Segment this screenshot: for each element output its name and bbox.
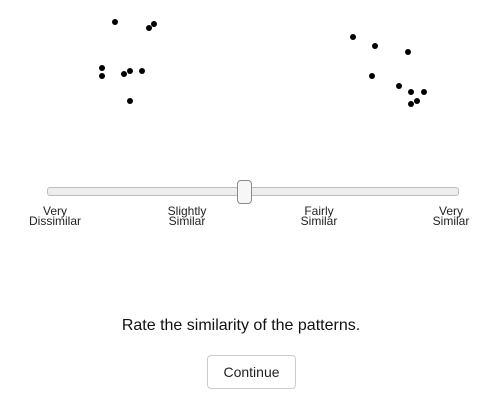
pattern-dot — [372, 43, 378, 49]
similarity-slider-thumb[interactable] — [237, 180, 253, 204]
label-line: Similar — [168, 214, 206, 228]
left-dot-pattern — [0, 0, 241, 170]
pattern-dot — [146, 25, 152, 31]
label-line: Similar — [300, 214, 338, 228]
label-line: Dissimilar — [29, 214, 81, 228]
pattern-dot — [99, 65, 105, 71]
label-very-similar: Very Similar — [420, 204, 482, 228]
pattern-dot — [405, 49, 411, 55]
label-slightly-similar: Slightly Similar — [156, 204, 218, 228]
continue-button[interactable]: Continue — [207, 355, 296, 389]
pattern-dot — [350, 34, 356, 40]
pattern-dot — [139, 68, 145, 74]
label-line: Very — [42, 204, 67, 218]
pattern-dot — [396, 83, 402, 89]
label-line: Fairly — [304, 204, 334, 218]
pattern-dot — [127, 98, 133, 104]
pattern-dot — [99, 73, 105, 79]
pattern-dot — [112, 19, 118, 25]
pattern-dot — [408, 101, 414, 107]
label-line: Slightly — [167, 204, 207, 218]
label-very-dissimilar: Very Dissimilar — [24, 204, 86, 228]
similarity-slider-track[interactable] — [47, 187, 459, 196]
pattern-dot — [421, 89, 427, 95]
instruction-text: Rate the similarity of the patterns. — [121, 317, 361, 334]
pattern-dot — [121, 71, 127, 77]
right-dot-pattern — [241, 0, 482, 170]
pattern-dot — [369, 73, 375, 79]
pattern-dot — [414, 98, 420, 104]
pattern-dot — [408, 89, 414, 95]
pattern-dot — [127, 68, 133, 74]
label-fairly-similar: Fairly Similar — [288, 204, 350, 228]
label-line: Very — [438, 204, 463, 218]
pattern-dot — [151, 21, 157, 27]
label-line: Similar — [432, 214, 470, 228]
